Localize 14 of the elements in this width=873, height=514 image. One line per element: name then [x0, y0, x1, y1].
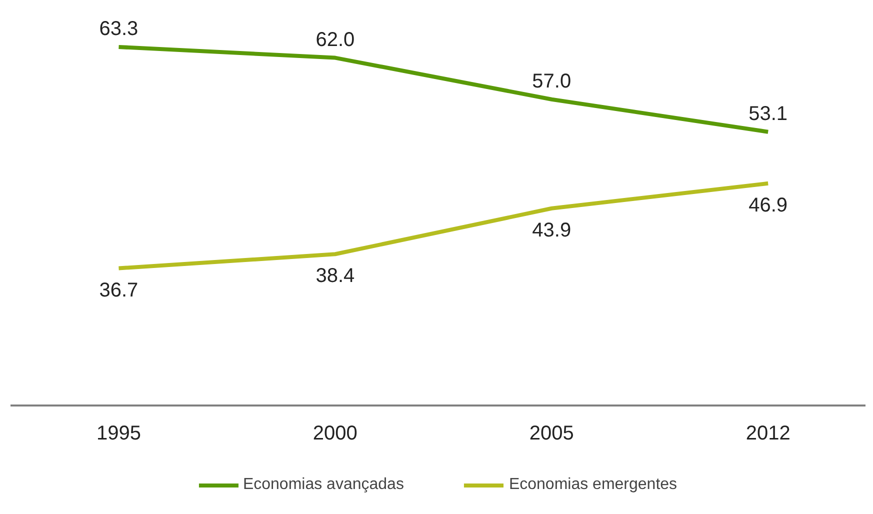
x-tick-label: 1995	[96, 422, 141, 444]
x-tick-label: 2005	[529, 422, 574, 444]
data-label: 46.9	[748, 194, 788, 216]
legend-label: Economias emergentes	[508, 476, 678, 494]
data-label: 43.9	[532, 219, 572, 242]
data-label: 63.3	[99, 18, 138, 40]
legend-label: Economias avançadas	[242, 476, 404, 494]
data-label: 38.4	[316, 265, 355, 288]
data-label: 57.0	[532, 70, 572, 92]
data-label: 62.0	[316, 28, 355, 51]
data-label: 36.7	[99, 279, 138, 302]
x-tick-label: 2000	[312, 422, 358, 444]
data-label: 53.1	[748, 102, 788, 125]
x-tick-label: 2012	[746, 422, 790, 444]
